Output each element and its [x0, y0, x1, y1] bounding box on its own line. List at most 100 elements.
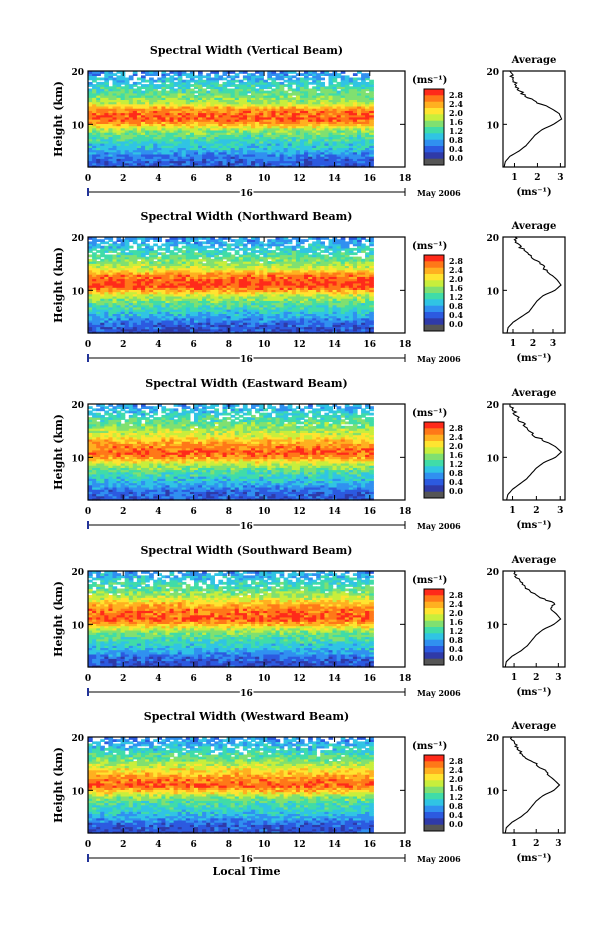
heatmap-cell [157, 84, 162, 87]
heatmap-cell [210, 78, 215, 81]
heatmap-cell [296, 73, 301, 76]
heatmap-cell [88, 89, 93, 92]
heatmap-cell [218, 84, 223, 87]
heatmap-cell [190, 89, 195, 92]
heatmap-cells [88, 71, 374, 168]
heatmap-cell [251, 73, 256, 76]
heatmap-cell [365, 73, 370, 76]
heatmap-cell [267, 91, 272, 94]
heatmap-cell [263, 91, 268, 94]
heatmap-cell [292, 75, 297, 78]
heatmap-cell [194, 91, 199, 94]
heatmap-cell [357, 78, 362, 81]
heatmap-cell [165, 84, 170, 87]
heatmap-cell [312, 86, 317, 89]
panel-title: Spectral Width (Vertical Beam) [150, 44, 343, 57]
heatmap-cell [202, 75, 207, 78]
average-frame [503, 71, 565, 167]
heatmap-cell [129, 75, 134, 78]
heatmap-cell [284, 91, 289, 94]
heatmap-cell [227, 89, 232, 92]
heatmap-cell [280, 82, 285, 85]
heatmap-cell [223, 82, 228, 85]
heatmap-cell [361, 73, 366, 76]
heatmap-cell [267, 82, 272, 85]
heatmap-cell [345, 75, 350, 78]
heatmap-cell [186, 80, 191, 83]
heatmap-cell [157, 78, 162, 81]
heatmap-cell [202, 89, 207, 92]
heatmap-cell [165, 78, 170, 81]
heatmap-cell [337, 91, 342, 94]
heatmap-cell [137, 86, 142, 89]
heatmap-cell [255, 75, 260, 78]
colorbar-swatch [424, 133, 444, 140]
heatmap-cell [88, 82, 93, 85]
heatmap-cell [329, 73, 334, 76]
x-tick-label: 2 [120, 174, 126, 184]
heatmap-cell [284, 80, 289, 83]
heatmap-cell [284, 84, 289, 87]
heatmap-cell [235, 80, 240, 83]
average-x-tick-label: 3 [557, 173, 563, 183]
heatmap-cell [337, 73, 342, 76]
heatmap-cell [149, 78, 154, 81]
y-tick-label: 20 [71, 68, 84, 78]
heatmap-cell [247, 73, 252, 76]
y-axis-label: Height (km) [52, 81, 65, 157]
heatmap-cell [137, 82, 142, 85]
average-x-tick-label: 2 [534, 173, 540, 183]
heatmap-cell [145, 80, 150, 83]
heatmap-cell [324, 86, 329, 89]
heatmap-cell [341, 75, 346, 78]
heatmap-cell [288, 75, 293, 78]
day-label: 16 [240, 189, 253, 199]
heatmap-cell [231, 89, 236, 92]
heatmap-cell [235, 73, 240, 76]
colorbar-swatch [424, 146, 444, 153]
heatmap-cell [206, 91, 211, 94]
heatmap-cell [337, 82, 342, 85]
colorbar-swatch [424, 140, 444, 147]
heatmap-cell [276, 73, 281, 76]
colorbar-tick-label: 0.0 [449, 153, 463, 163]
heatmap-cell [235, 84, 240, 87]
heatmap-cell [316, 93, 321, 96]
average-y-tick-label: 10 [486, 121, 499, 131]
heatmap-cell [100, 82, 105, 85]
heatmap-cell [296, 78, 301, 81]
heatmap-cell [271, 78, 276, 81]
heatmap-cell [145, 84, 150, 87]
average-y-tick-label: 20 [486, 68, 499, 78]
colorbar-swatch [424, 89, 444, 96]
heatmap-cell [263, 80, 268, 83]
heatmap-cell [141, 91, 146, 94]
heatmap-cell [288, 93, 293, 96]
heatmap-cell [153, 84, 158, 87]
heatmap-cell [133, 82, 138, 85]
panel-title: Spectral Width (Northward Beam) [141, 210, 353, 223]
heatmap-cells [88, 237, 374, 334]
heatmap-cell [206, 73, 211, 76]
colorbar-swatch [424, 102, 444, 109]
heatmap-cell [227, 80, 232, 83]
heatmap-cell [190, 84, 195, 87]
heatmap-cell [292, 89, 297, 92]
heatmap-cell [202, 80, 207, 83]
x-tick-label: 10 [258, 174, 271, 184]
heatmap-cell [276, 82, 281, 85]
heatmap-cell [186, 73, 191, 76]
heatmap-cell [239, 80, 244, 83]
heatmap-cell [218, 75, 223, 78]
colorbar-swatch [424, 121, 444, 128]
heatmap-cell [96, 82, 101, 85]
heatmap-cell [174, 89, 179, 92]
x-tick-label: 12 [293, 174, 306, 184]
heatmap-cell [365, 82, 370, 85]
heatmap-cell [308, 82, 313, 85]
average-title: Average [511, 55, 557, 66]
y-tick-label: 10 [71, 121, 84, 131]
heatmap-cell [141, 75, 146, 78]
heatmap-cell [174, 78, 179, 81]
